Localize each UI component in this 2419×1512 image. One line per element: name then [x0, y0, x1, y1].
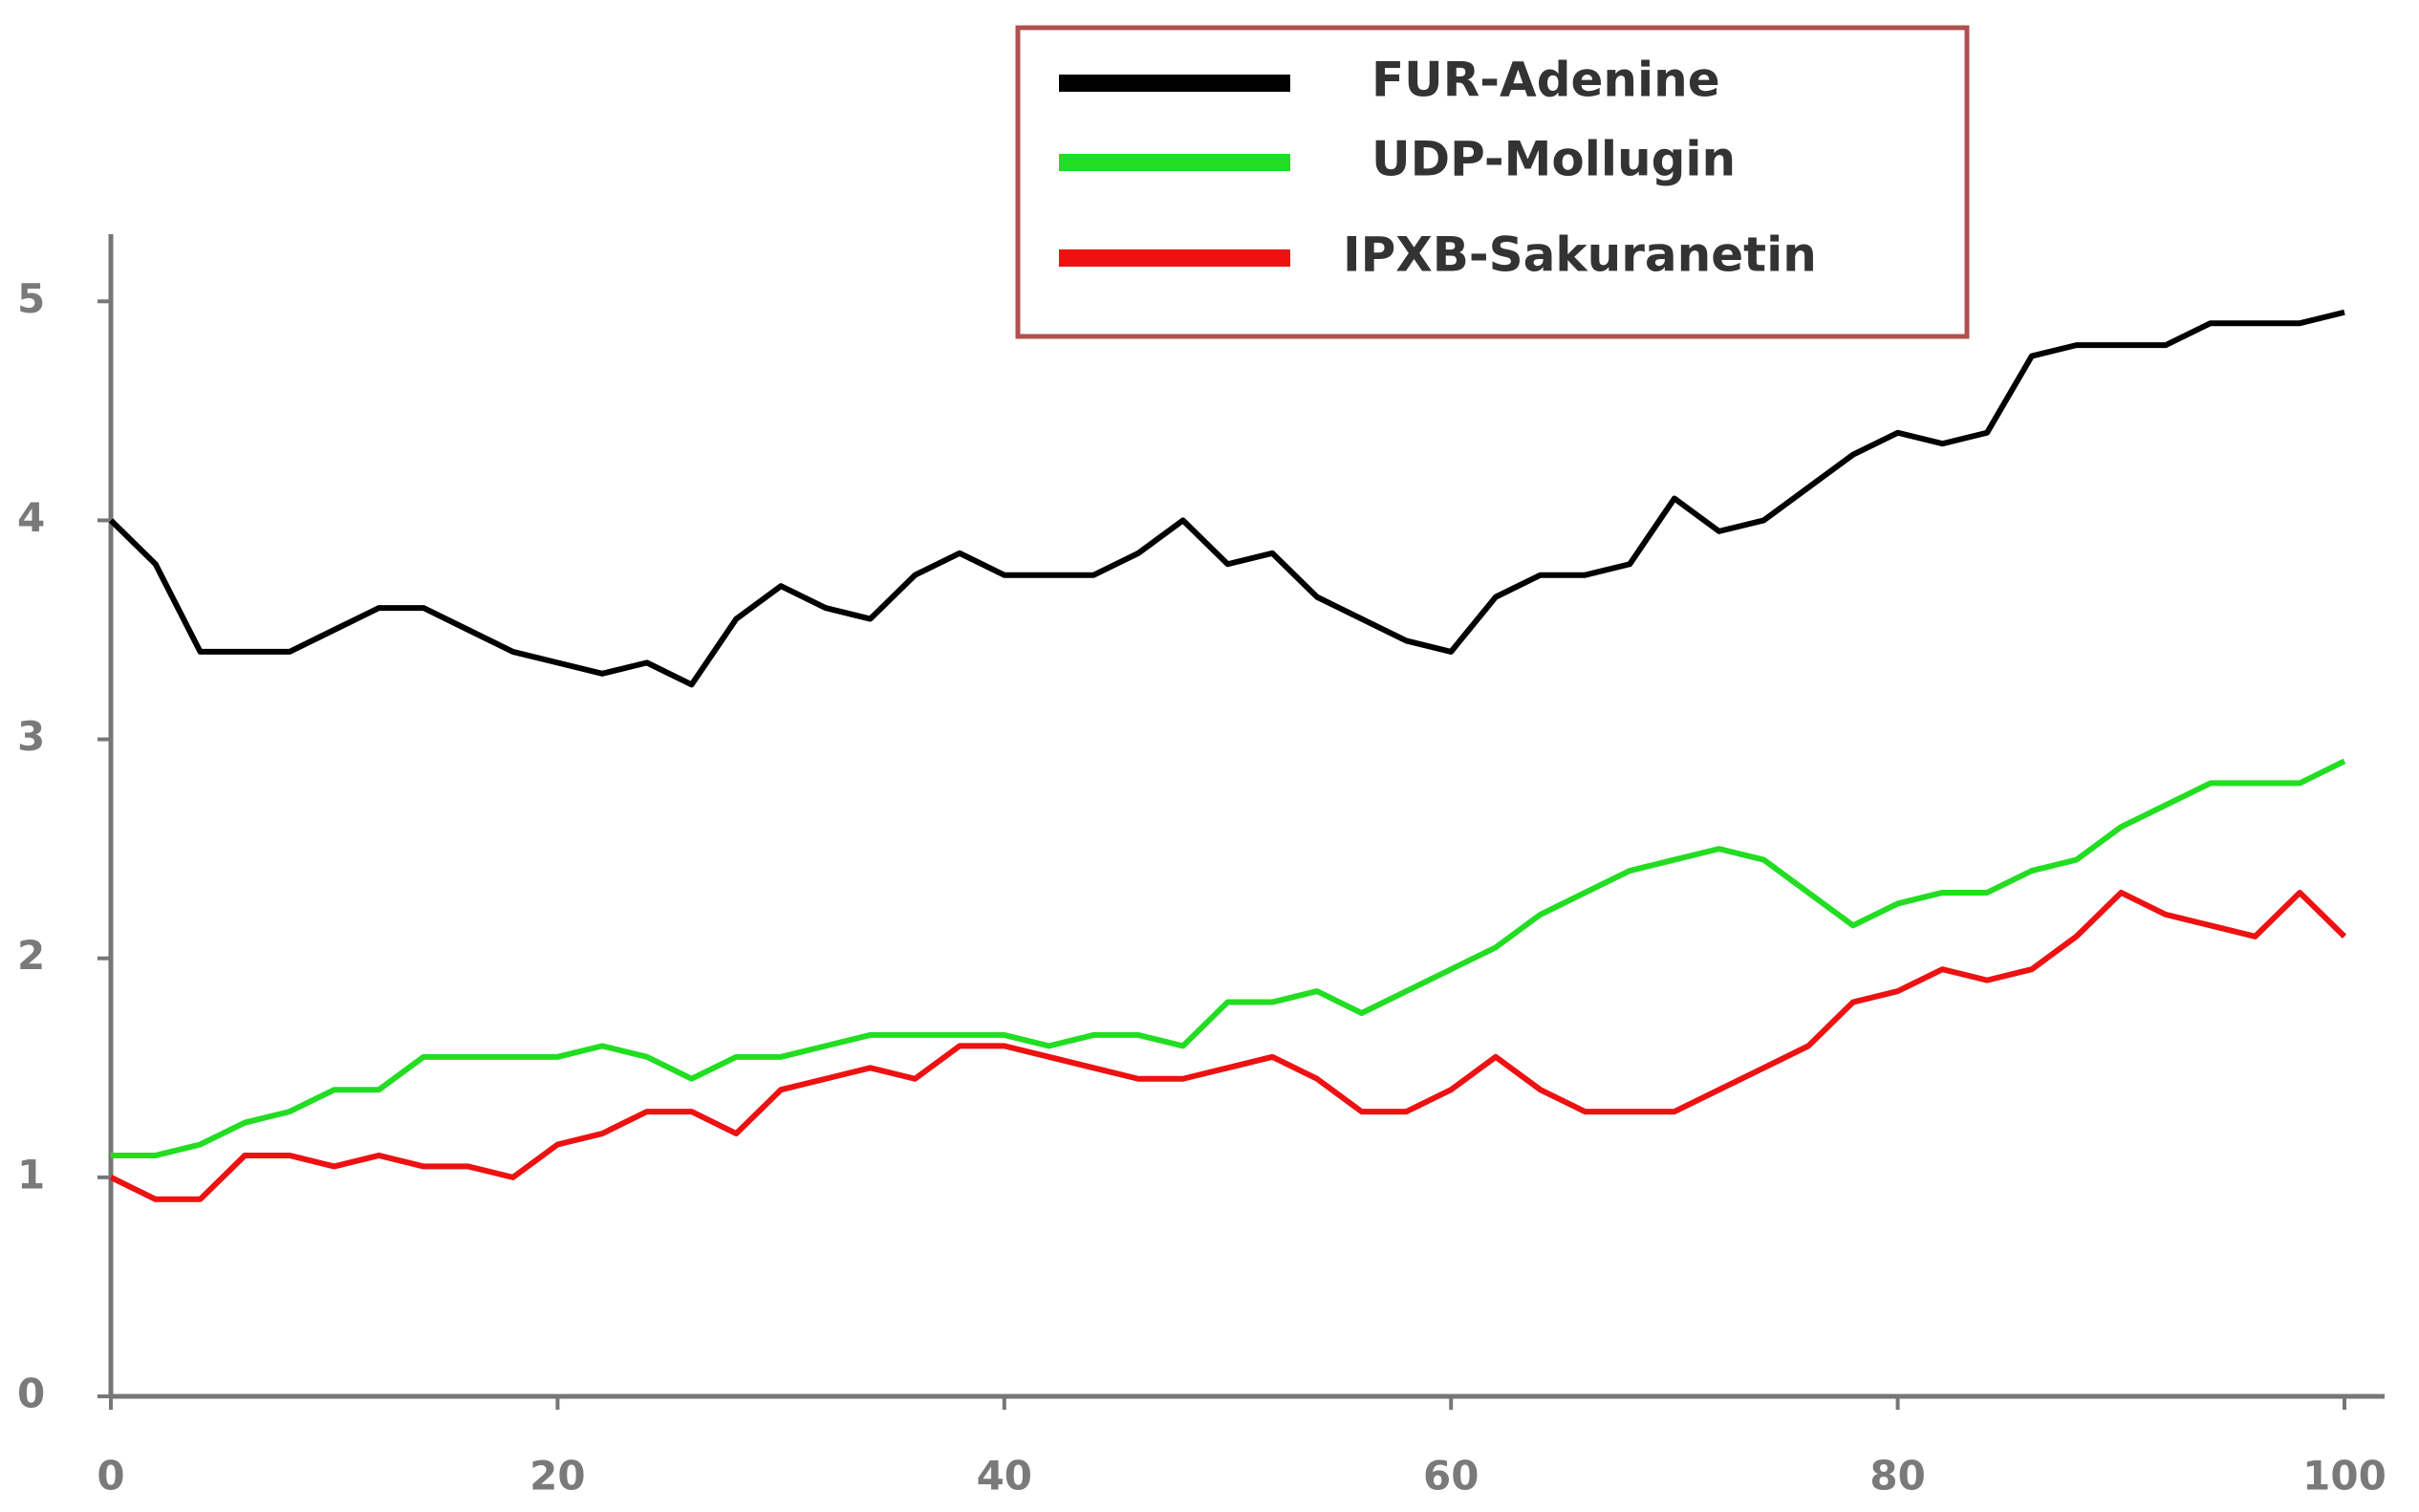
x-tick-label: 0 [97, 1453, 124, 1500]
x-tick-label: 20 [529, 1453, 585, 1500]
x-tick-label: 80 [1869, 1453, 1925, 1500]
series-line [108, 309, 2345, 688]
y-tick-label: 3 [17, 713, 45, 760]
y-tick-label: 5 [17, 275, 45, 322]
series-line [109, 889, 2347, 1202]
y-tick-label: 1 [17, 1151, 45, 1198]
x-tick-label: 100 [2302, 1453, 2387, 1500]
legend-label: FUR-Adenine [1371, 53, 1720, 108]
legend: FUR-Adenine UDP-Mollugin IPXB-Sakuranetin [1059, 53, 1817, 283]
legend-label: UDP-Mollugin [1371, 132, 1736, 187]
y-tick-label: 0 [17, 1371, 45, 1417]
legend-label: IPXB-Sakuranetin [1343, 227, 1817, 283]
y-tick-label: 4 [17, 494, 45, 541]
x-tick-label: 60 [1423, 1453, 1479, 1500]
y-tick-label: 2 [17, 932, 45, 979]
x-tick-label: 40 [977, 1453, 1032, 1500]
series-line [111, 758, 2346, 1158]
